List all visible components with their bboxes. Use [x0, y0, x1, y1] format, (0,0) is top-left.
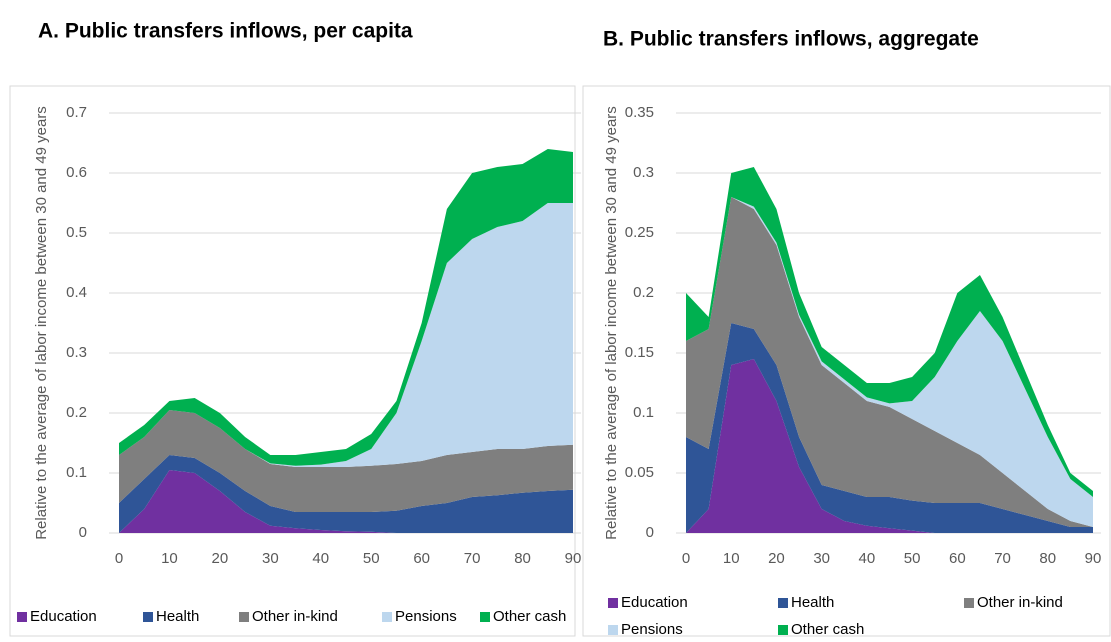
- legend-label: Other cash: [791, 621, 864, 637]
- y-tick-label: 0: [646, 524, 654, 541]
- x-tick-label: 90: [1085, 550, 1102, 567]
- x-tick-label: 60: [949, 550, 966, 567]
- legend-swatch: [964, 598, 974, 608]
- y-tick-label: 0: [79, 524, 87, 541]
- y-tick-label: 0.6: [66, 164, 87, 181]
- legend-swatch: [382, 612, 392, 622]
- legend-label: Pensions: [621, 621, 683, 637]
- y-tick-label: 0.35: [625, 104, 654, 121]
- y-tick-label: 0.2: [66, 404, 87, 421]
- area: [119, 410, 573, 512]
- legend-label: Other in-kind: [977, 594, 1063, 611]
- x-tick-label: 10: [723, 550, 740, 567]
- x-tick-label: 70: [464, 550, 481, 567]
- legend-label: Other cash: [493, 608, 566, 625]
- legend-swatch: [608, 625, 618, 635]
- chart-title: B. Public transfers inflows, aggregate: [603, 28, 979, 51]
- legend-swatch: [778, 625, 788, 635]
- area: [686, 359, 1093, 533]
- x-tick-label: 60: [413, 550, 430, 567]
- x-tick-label: 50: [904, 550, 921, 567]
- panel-frame: [9, 85, 576, 637]
- x-tick-label: 20: [768, 550, 785, 567]
- legend-label: Pensions: [395, 608, 457, 625]
- area: [119, 149, 573, 466]
- x-tick-label: 30: [262, 550, 279, 567]
- legend-swatch: [17, 612, 27, 622]
- x-tick-label: 80: [1039, 550, 1056, 567]
- y-tick-label: 0.3: [66, 344, 87, 361]
- y-tick-label: 0.1: [633, 404, 654, 421]
- y-tick-label: 0.15: [625, 344, 654, 361]
- area: [686, 197, 1093, 527]
- legend-swatch: [143, 612, 153, 622]
- y-axis-label: Relative to the average of labor income …: [33, 106, 50, 540]
- x-tick-label: 40: [859, 550, 876, 567]
- area: [686, 197, 1093, 527]
- legend-label: Education: [621, 594, 688, 611]
- x-tick-label: 20: [212, 550, 229, 567]
- x-tick-label: 30: [813, 550, 830, 567]
- area: [119, 455, 573, 533]
- panel-frame: [582, 85, 1111, 637]
- legend-label: Other in-kind: [252, 608, 338, 625]
- chart-title: A. Public transfers inflows, per capita: [38, 20, 413, 43]
- y-tick-label: 0.3: [633, 164, 654, 181]
- legend-swatch: [480, 612, 490, 622]
- y-axis-label: Relative to the average of labor income …: [603, 106, 620, 540]
- x-tick-label: 40: [312, 550, 329, 567]
- y-tick-label: 0.1: [66, 464, 87, 481]
- y-tick-label: 0.05: [625, 464, 654, 481]
- legend-label: Health: [156, 608, 199, 625]
- area: [119, 203, 573, 467]
- y-tick-label: 0.5: [66, 224, 87, 241]
- x-tick-label: 0: [115, 550, 123, 567]
- y-tick-label: 0.4: [66, 284, 87, 301]
- legend-swatch: [608, 598, 618, 608]
- x-tick-label: 70: [994, 550, 1011, 567]
- y-tick-label: 0.7: [66, 104, 87, 121]
- area: [119, 470, 573, 533]
- y-tick-label: 0.25: [625, 224, 654, 241]
- legend-swatch: [239, 612, 249, 622]
- legend-swatch: [778, 598, 788, 608]
- x-tick-label: 10: [161, 550, 178, 567]
- x-tick-label: 80: [514, 550, 531, 567]
- legend-label: Education: [30, 608, 97, 625]
- y-tick-label: 0.2: [633, 284, 654, 301]
- x-tick-label: 50: [363, 550, 380, 567]
- x-tick-label: 90: [565, 550, 582, 567]
- legend-label: Health: [791, 594, 834, 611]
- x-tick-label: 0: [682, 550, 690, 567]
